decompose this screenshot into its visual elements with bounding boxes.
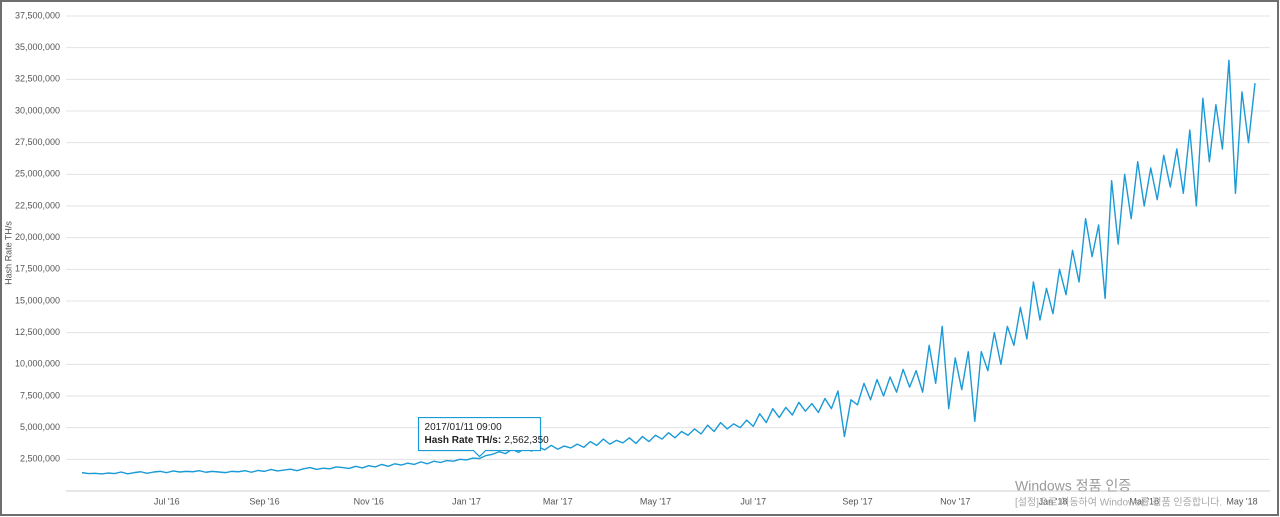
y-axis-label: Hash Rate TH/s (3, 221, 13, 285)
x-tick-label: Jan '17 (452, 496, 481, 506)
x-tick-label: Mar '18 (1129, 496, 1159, 506)
x-tick-label: May '17 (640, 496, 671, 506)
x-tick-label: May '18 (1226, 496, 1257, 506)
y-tick-label: 27,500,000 (15, 137, 60, 147)
x-tick-label: Jan '18 (1039, 496, 1068, 506)
x-tick-label: Sep '16 (249, 496, 279, 506)
tooltip-value: 2,562,350 (504, 435, 549, 446)
watermark-text: [설정]으로 이동하여 Windows를 정품 인증합니다. (1015, 496, 1222, 509)
tooltip: 2017/01/11 09:00 Hash Rate TH/s: 2,562,350 (417, 416, 549, 458)
y-tick-label: 30,000,000 (15, 105, 60, 115)
x-tick-label: Jul '17 (740, 496, 766, 506)
y-tick-label: 12,500,000 (15, 327, 60, 337)
tooltip-label: Hash Rate TH/s: (425, 435, 502, 446)
y-tick-label: 37,500,000 (15, 10, 60, 20)
y-tick-label: 35,000,000 (15, 42, 60, 52)
data-line (81, 59, 1256, 475)
x-tick-label: Nov '16 (354, 496, 384, 506)
y-tick-label: 5,000,000 (20, 422, 60, 432)
y-tick-label: 22,500,000 (15, 200, 60, 210)
x-tick-label: Mar '17 (543, 496, 573, 506)
tooltip-title: 2017/01/11 09:00 (425, 422, 503, 433)
y-tick-label: 2,500,000 (20, 454, 60, 464)
y-tick-label: 17,500,000 (15, 264, 60, 274)
y-tick-label: 32,500,000 (15, 74, 60, 84)
x-tick-label: Nov '17 (940, 496, 970, 506)
watermark-title: Windows 정품 인증 (1015, 478, 1131, 494)
x-tick-label: Jul '16 (154, 496, 180, 506)
tooltip-box (417, 416, 542, 458)
y-tick-label: 7,500,000 (20, 390, 60, 400)
y-tick-label: 15,000,000 (15, 295, 60, 305)
x-tick-label: Sep '17 (842, 496, 872, 506)
y-tick-label: 20,000,000 (15, 232, 60, 242)
y-tick-label: 10,000,000 (15, 359, 60, 369)
y-tick-label: 25,000,000 (15, 169, 60, 179)
